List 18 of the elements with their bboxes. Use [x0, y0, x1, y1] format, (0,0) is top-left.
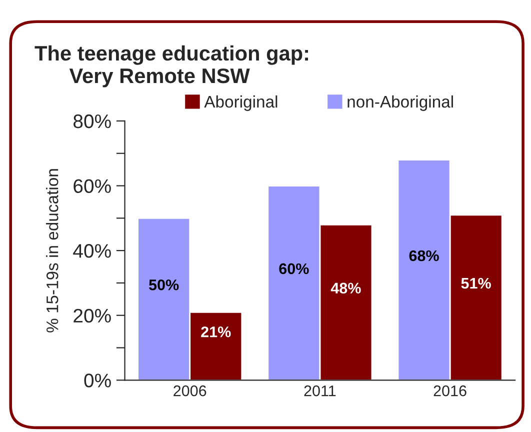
- y-tick-label: 20%: [74, 308, 111, 323]
- legend-label: Aboriginal: [204, 95, 278, 111]
- x-tick-label: 2011: [304, 385, 336, 396]
- x-tick-label: 2016: [434, 385, 466, 396]
- data-label: 68%: [409, 250, 439, 262]
- data-label: 60%: [279, 263, 309, 274]
- y-tick-label: 40%: [73, 244, 111, 258]
- legend-label: non-Aboriginal: [348, 95, 453, 111]
- y-axis-title: % 15-19s in education: [46, 169, 58, 332]
- y-tick-label: 60%: [74, 179, 111, 193]
- chart-title: The teenage education gap: Very Remote NSW: [34, 45, 308, 88]
- data-label: 50%: [148, 279, 179, 290]
- data-label: 21%: [201, 326, 231, 338]
- data-label: 51%: [461, 278, 491, 289]
- y-tick-label: 80%: [74, 114, 111, 128]
- x-tick-label: 2006: [174, 385, 206, 396]
- y-tick-label: 0%: [84, 374, 111, 388]
- data-label: 48%: [330, 282, 361, 294]
